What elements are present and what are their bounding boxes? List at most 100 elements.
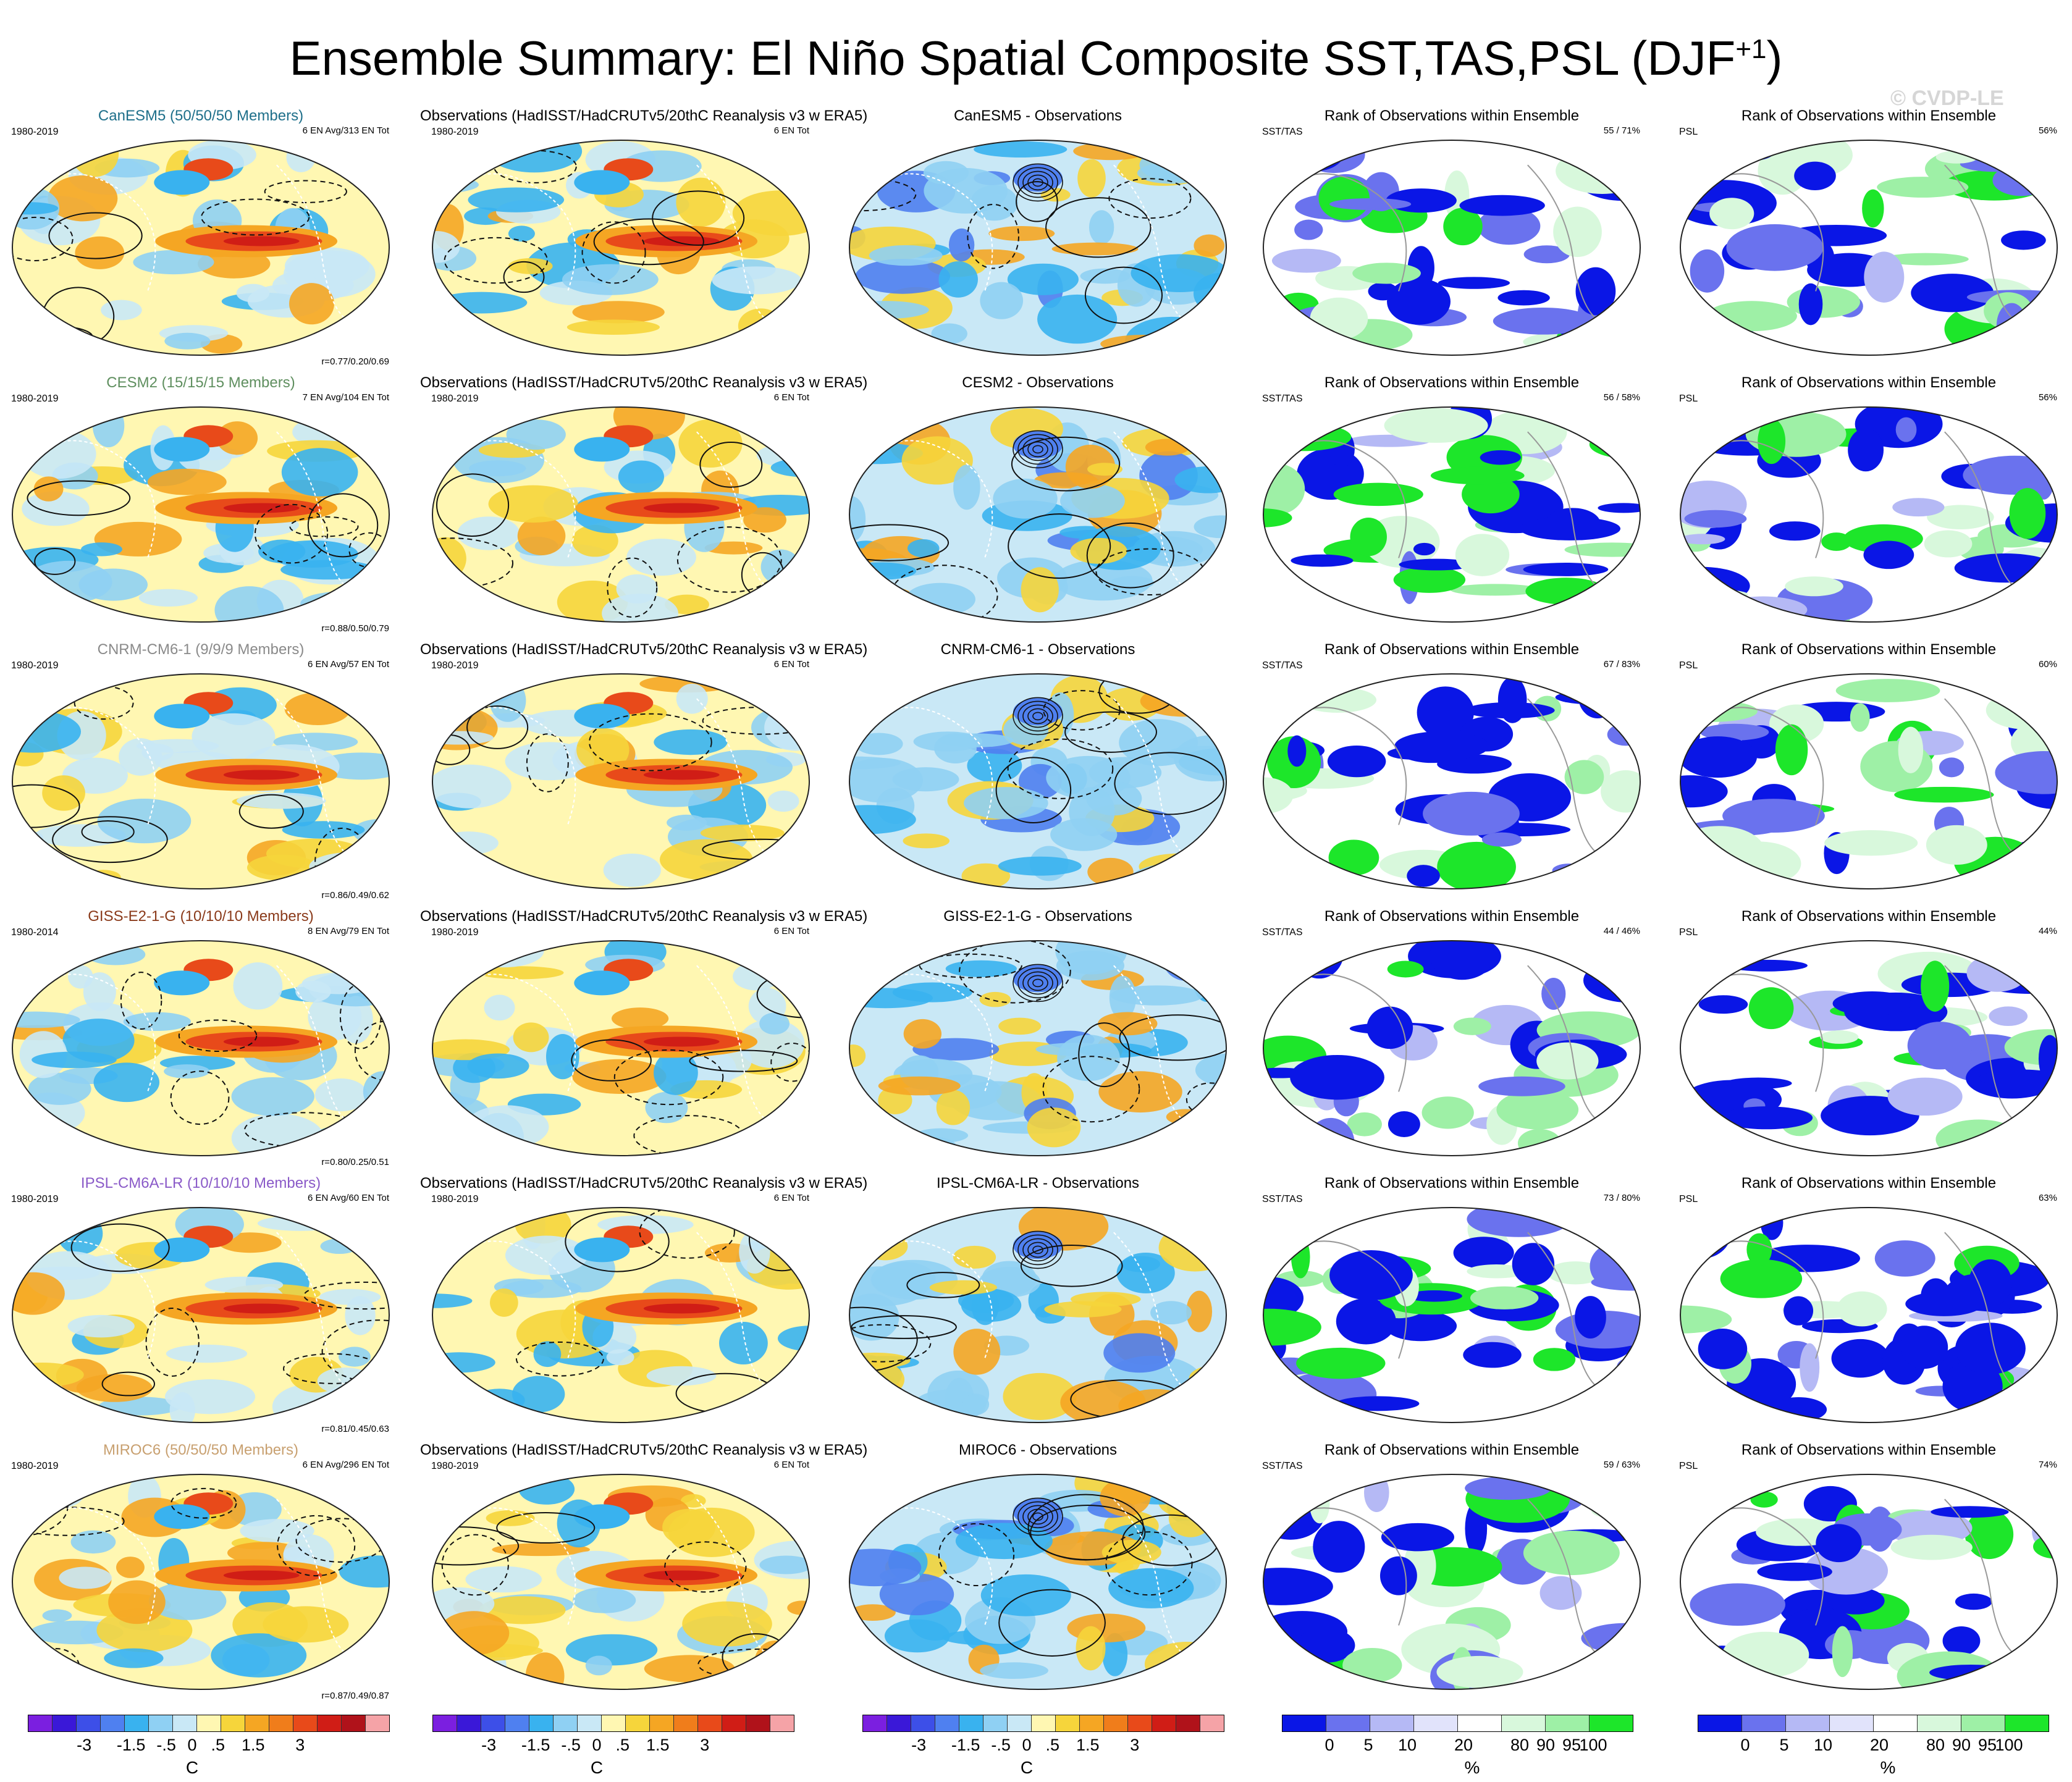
colorbar-cell — [1080, 1715, 1104, 1731]
diff-panel: CanESM5 - Observations — [837, 107, 1239, 372]
rank-sst-panel: Rank of Observations within Ensemble SST/… — [1251, 374, 1653, 639]
colorbar-cell — [1830, 1715, 1874, 1731]
period-label: 1980-2019 — [11, 127, 59, 137]
colorbar-tick-label: 90 — [1952, 1736, 1971, 1754]
colorbar-tick-label: 80 — [1926, 1736, 1945, 1754]
rank-psl-panel: Rank of Observations within Ensemble PSL 6… — [1668, 641, 2070, 906]
model-panel: IPSL-CM6A-LR (10/10/10 Members) 1980-2019… — [0, 1174, 402, 1440]
obs-title: Observations (HadISST/HadCRUTv5/20thC Re… — [420, 1442, 868, 1458]
diff-panel: MIROC6 - Observations — [837, 1441, 1239, 1707]
colorbar-unit: C — [1020, 1758, 1034, 1777]
colorbar-cell — [125, 1715, 149, 1731]
colorbar-tick-label: 0 — [187, 1736, 197, 1754]
global-map — [1263, 406, 1641, 623]
colorbar-tick-label: 80 — [1510, 1736, 1530, 1754]
global-map — [1263, 140, 1641, 356]
colorbar-cell — [1546, 1715, 1590, 1731]
variable-label: SST/TAS — [1262, 660, 1303, 671]
global-map — [1680, 1474, 2058, 1690]
rank-percent: 44 / 46% — [1603, 926, 1640, 936]
colorbar-cell — [1032, 1715, 1056, 1731]
colorbar-tick-label: -.5 — [991, 1736, 1011, 1754]
pattern-correlation: r=0.88/0.50/0.79 — [321, 623, 389, 634]
colorbar-tick-label: 100 — [1579, 1736, 1607, 1754]
rank-psl-panel: Rank of Observations within Ensemble PSL 5… — [1668, 107, 2070, 372]
colorbar-tick-label: 3 — [700, 1736, 710, 1754]
model-panel: CNRM-CM6-1 (9/9/9 Members) 1980-2019 6 EN … — [0, 641, 402, 906]
diff-panel: CESM2 - Observations — [837, 374, 1239, 639]
rank-sst-panel: Rank of Observations within Ensemble SST/… — [1251, 1174, 1653, 1440]
colorbar-cell — [342, 1715, 366, 1731]
variable-label: PSL — [1679, 660, 1698, 671]
colorbar-cell — [1104, 1715, 1128, 1731]
colorbar-tick-label: 1.5 — [1076, 1736, 1100, 1754]
global-map — [432, 406, 810, 623]
colorbar-cell — [433, 1715, 457, 1731]
colorbar-tick-label: -.5 — [156, 1736, 176, 1754]
colorbar-cell — [1282, 1715, 1326, 1731]
obs-title: Observations (HadISST/HadCRUTv5/20thC Re… — [420, 908, 868, 925]
global-map — [1680, 673, 2058, 889]
obs-panel: Observations (HadISST/HadCRUTv5/20thC Re… — [420, 107, 867, 372]
colorbar-cell — [1742, 1715, 1786, 1731]
variable-label: PSL — [1679, 1194, 1698, 1204]
colorbar-cell — [1502, 1715, 1546, 1731]
colorbar-cell — [245, 1715, 269, 1731]
global-map — [849, 140, 1227, 356]
colorbar-cell — [1698, 1715, 1742, 1731]
diff-panel: GISS-E2-1-G - Observations — [837, 907, 1239, 1173]
diff-panel: CNRM-CM6-1 - Observations — [837, 641, 1239, 906]
rank-sst-panel: Rank of Observations within Ensemble SST/… — [1251, 907, 1653, 1173]
colorbar-tick-label: 1.5 — [242, 1736, 265, 1754]
rank-percent: 73 / 80% — [1603, 1193, 1640, 1203]
ensemble-info: 6 EN Tot — [773, 392, 809, 403]
rank-sst-panel: Rank of Observations within Ensemble SST/… — [1251, 107, 1653, 372]
variable-label: PSL — [1679, 127, 1698, 137]
colorbar-cells — [862, 1715, 1224, 1732]
colorbar-cell — [578, 1715, 602, 1731]
global-map — [849, 1474, 1227, 1690]
obs-title: Observations (HadISST/HadCRUTv5/20thC Re… — [420, 374, 868, 391]
colorbar-cell — [1200, 1715, 1224, 1731]
rank-title: Rank of Observations within Ensemble — [1324, 374, 1580, 391]
colorbar-cells — [432, 1715, 794, 1732]
colorbar-cell — [935, 1715, 959, 1731]
colorbar-cell — [1414, 1715, 1458, 1731]
rank-psl-panel: Rank of Observations within Ensemble PSL 4… — [1668, 907, 2070, 1173]
colorbar-cell — [1918, 1715, 1961, 1731]
period-label: 1980-2019 — [431, 393, 479, 404]
global-map — [432, 673, 810, 889]
colorbar-cell — [911, 1715, 935, 1731]
colorbar-tick-label: -1.5 — [521, 1736, 550, 1754]
colorbar-cell — [149, 1715, 173, 1731]
colorbar-cell — [1874, 1715, 1918, 1731]
colorbar-cell — [554, 1715, 578, 1731]
rank-title: Rank of Observations within Ensemble — [1741, 374, 1997, 391]
rank-title: Rank of Observations within Ensemble — [1741, 1175, 1997, 1192]
global-map — [1263, 1207, 1641, 1423]
colorbar-cell — [318, 1715, 342, 1731]
colorbar-cell — [1056, 1715, 1080, 1731]
rank-psl-panel: Rank of Observations within Ensemble PSL 6… — [1668, 1174, 2070, 1440]
diff-title: CESM2 - Observations — [962, 374, 1114, 391]
global-map — [12, 406, 390, 623]
global-map — [12, 940, 390, 1156]
colorbar-tick-label: 0 — [1740, 1736, 1750, 1754]
colorbar-cell — [2005, 1715, 2049, 1731]
colorbar-cell — [983, 1715, 1008, 1731]
rank-sst-panel: Rank of Observations within Ensemble SST/… — [1251, 1441, 1653, 1707]
global-map — [1263, 1474, 1641, 1690]
diff-title: GISS-E2-1-G - Observations — [943, 908, 1132, 925]
model-title: MIROC6 (50/50/50 Members) — [103, 1442, 299, 1458]
global-map — [1680, 940, 2058, 1156]
rank-title: Rank of Observations within Ensemble — [1324, 641, 1580, 658]
colorbar-cell — [269, 1715, 293, 1731]
obs-title: Observations (HadISST/HadCRUTv5/20thC Re… — [420, 1175, 868, 1192]
colorbar-tick-label: -1.5 — [116, 1736, 146, 1754]
model-title: IPSL-CM6A-LR (10/10/10 Members) — [80, 1175, 321, 1192]
model-panel: MIROC6 (50/50/50 Members) 1980-2019 6 EN A… — [0, 1441, 402, 1707]
ensemble-info: 6 EN Avg/60 EN Tot — [307, 1193, 389, 1203]
variable-label: SST/TAS — [1262, 127, 1303, 137]
rank-title: Rank of Observations within Ensemble — [1324, 908, 1580, 925]
colorbar-unit: % — [1880, 1758, 1896, 1777]
